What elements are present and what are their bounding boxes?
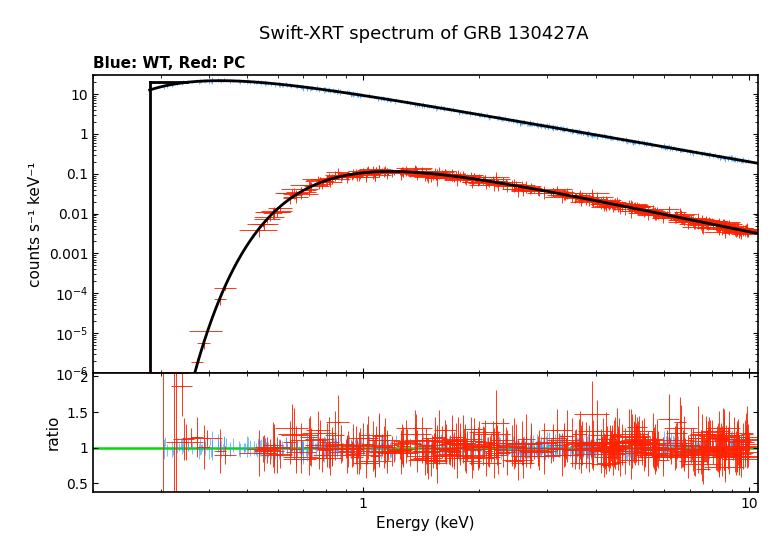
Text: Swift-XRT spectrum of GRB 130427A: Swift-XRT spectrum of GRB 130427A xyxy=(259,25,588,43)
Y-axis label: counts s⁻¹ keV⁻¹: counts s⁻¹ keV⁻¹ xyxy=(28,161,44,287)
Text: Blue: WT, Red: PC: Blue: WT, Red: PC xyxy=(93,56,246,71)
Y-axis label: ratio: ratio xyxy=(46,415,61,450)
X-axis label: Energy (keV): Energy (keV) xyxy=(376,517,475,532)
